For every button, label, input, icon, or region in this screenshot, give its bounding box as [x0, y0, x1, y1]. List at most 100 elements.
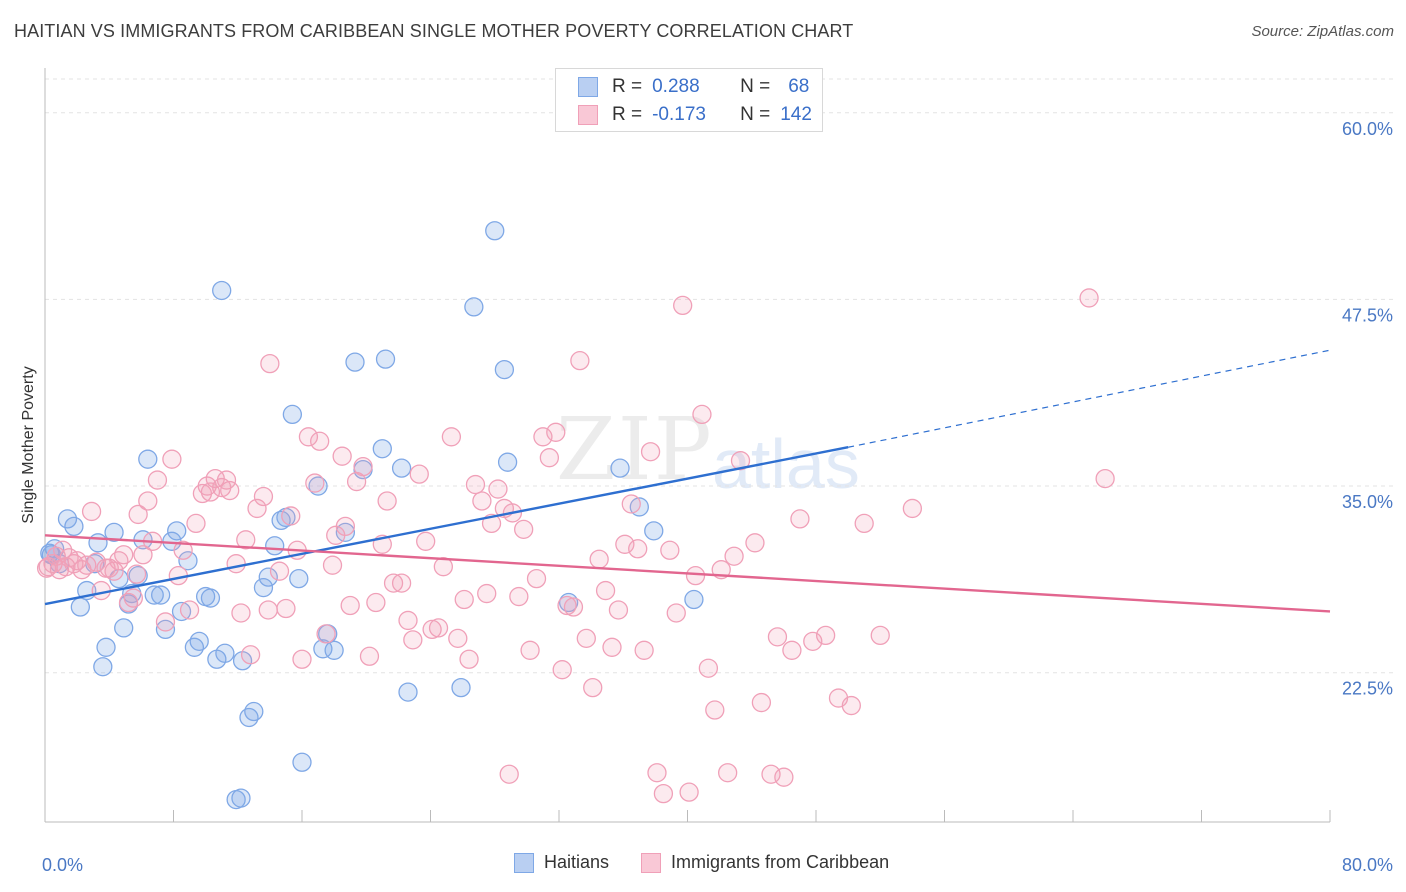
data-point-caribbean	[647, 763, 667, 783]
data-point-caribbean	[231, 603, 251, 623]
data-point-caribbean	[705, 700, 725, 720]
data-point-caribbean	[391, 573, 412, 593]
x-tick-label-min: 0.0%	[42, 855, 83, 875]
data-point-caribbean	[666, 603, 686, 623]
data-point-caribbean	[563, 597, 584, 617]
data-point-caribbean	[433, 557, 454, 577]
data-point-caribbean	[123, 588, 143, 608]
data-point-caribbean	[546, 422, 566, 442]
data-point-caribbean	[260, 353, 280, 374]
data-point-caribbean	[841, 695, 861, 716]
data-point-caribbean	[724, 546, 744, 566]
data-point-caribbean	[147, 470, 168, 490]
data-point-caribbean	[416, 531, 436, 551]
data-point-caribbean	[67, 551, 87, 571]
data-point-caribbean	[292, 649, 312, 669]
data-point-caribbean	[335, 516, 356, 537]
data-point-caribbean	[247, 498, 267, 519]
data-point-caribbean	[53, 540, 73, 560]
data-point-caribbean	[114, 545, 134, 565]
y-tick-label: 22.5%	[1342, 679, 1393, 699]
data-point-haitians	[375, 349, 396, 369]
data-point-haitians	[494, 359, 515, 380]
data-point-caribbean	[383, 573, 404, 593]
data-point-haitians	[231, 788, 251, 808]
legend-r-label: R =	[612, 76, 643, 97]
data-point-caribbean	[576, 628, 596, 649]
data-point-caribbean	[472, 491, 492, 511]
data-point-caribbean	[353, 456, 373, 477]
data-point-haitians	[88, 533, 108, 553]
data-point-haitians	[253, 577, 274, 598]
data-point-haitians	[345, 352, 365, 372]
data-point-haitians	[138, 449, 158, 469]
watermark-zip: ZIP	[556, 400, 714, 500]
series-legend-haitians[interactable]: Haitians	[514, 852, 609, 873]
legend-r-value: -0.173	[652, 104, 706, 125]
data-point-haitians	[610, 458, 630, 478]
data-point-caribbean	[745, 533, 765, 553]
data-point-caribbean	[422, 619, 442, 640]
series-legend-caribbean[interactable]: Immigrants from Caribbean	[641, 852, 889, 873]
data-point-caribbean	[539, 448, 560, 468]
data-point-caribbean	[679, 782, 699, 802]
data-point-caribbean	[454, 589, 474, 610]
data-point-haitians	[57, 509, 78, 529]
data-point-haitians	[215, 643, 235, 663]
grid-lines	[45, 78, 1393, 674]
x-tick-label-max: 80.0%	[1342, 855, 1393, 875]
data-point-caribbean	[509, 586, 529, 607]
data-point-caribbean	[870, 625, 890, 646]
data-point-caribbean	[552, 660, 572, 680]
data-point-haitians	[93, 657, 113, 677]
legend-swatch-pink	[578, 105, 598, 125]
data-point-caribbean	[673, 295, 693, 316]
series-legend-label: Haitians	[544, 852, 610, 872]
data-point-caribbean	[782, 640, 802, 660]
data-point-caribbean	[557, 595, 577, 616]
data-point-haitians	[372, 439, 392, 459]
data-point-caribbean	[359, 646, 380, 666]
data-point-caribbean	[488, 479, 508, 499]
data-point-caribbean	[128, 504, 148, 525]
data-point-haitians	[391, 458, 412, 478]
legend-row-haitians: R = 0.288 N = 68	[578, 73, 809, 101]
y-tick-label: 47.5%	[1342, 305, 1393, 325]
series-legend: Haitians Immigrants from Caribbean	[514, 852, 921, 873]
y-tick-label: 35.0%	[1342, 492, 1393, 512]
data-point-caribbean	[1095, 468, 1115, 489]
data-point-caribbean	[305, 473, 325, 493]
data-point-caribbean	[81, 501, 102, 522]
data-point-caribbean	[448, 628, 468, 649]
data-point-haitians	[150, 585, 171, 605]
data-point-caribbean	[718, 763, 738, 783]
data-point-caribbean	[298, 427, 319, 447]
data-point-caribbean	[608, 600, 629, 620]
data-point-haitians	[289, 568, 309, 589]
data-point-caribbean	[751, 692, 772, 713]
data-point-caribbean	[276, 598, 296, 619]
data-point-caribbean	[520, 640, 540, 660]
data-point-haitians	[64, 516, 84, 537]
legend-n-label: N =	[740, 76, 771, 97]
data-point-haitians	[104, 522, 124, 542]
data-point-caribbean	[692, 404, 712, 425]
data-point-caribbean	[459, 649, 479, 669]
data-point-haitians	[167, 521, 187, 541]
data-point-caribbean	[640, 442, 661, 462]
legend-row-caribbean: R = -0.173 N = 142	[578, 101, 812, 129]
data-point-caribbean	[216, 470, 237, 490]
series-legend-label: Immigrants from Caribbean	[671, 852, 890, 872]
data-point-caribbean	[133, 545, 153, 565]
trend-lines	[44, 349, 1331, 613]
series-swatch-blue	[514, 852, 534, 873]
data-point-haitians	[497, 452, 518, 472]
data-point-haitians	[324, 640, 344, 660]
data-point-caribbean	[790, 509, 810, 529]
data-point-caribbean	[322, 555, 343, 575]
data-point-caribbean	[465, 474, 486, 495]
data-point-haitians	[684, 589, 704, 610]
data-point-caribbean	[583, 677, 603, 698]
data-point-caribbean	[398, 610, 418, 631]
tick-labels: 22.5% 35.0% 47.5% 60.0% 0.0% 80.0% Single Moth…	[20, 119, 1393, 875]
